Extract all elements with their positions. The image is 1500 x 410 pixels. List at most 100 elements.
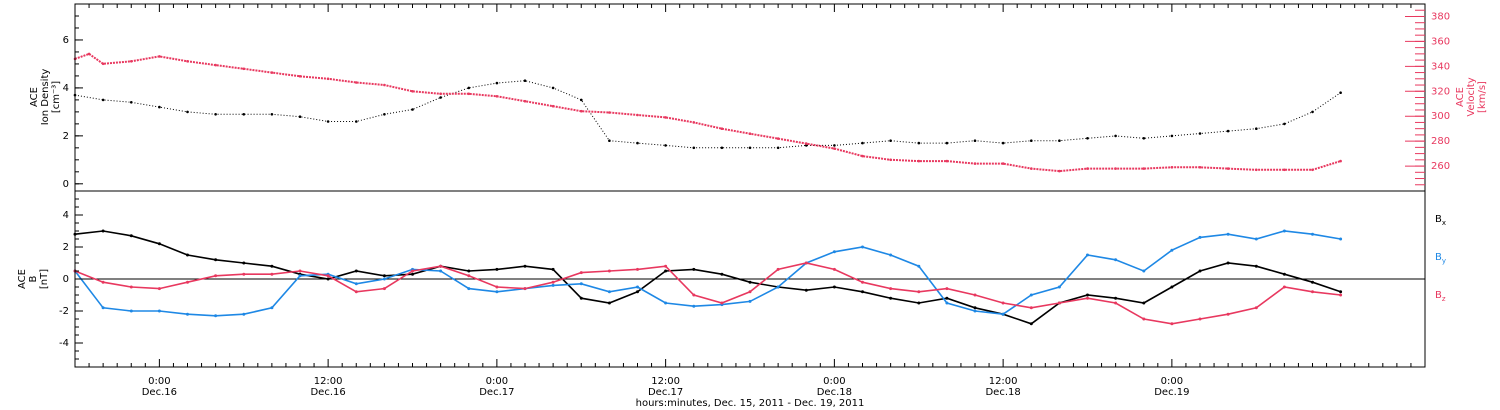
x-tick-date-label: Dec.18 [817,387,852,398]
data-point-by [664,301,668,305]
data-point-bz [298,269,302,273]
data-point-by [945,301,949,305]
data-point-ion-density [833,144,836,147]
data-point-bz [832,267,836,271]
data-point-by [1029,293,1033,297]
bottom-left-axis-label-line: ACE [17,269,28,289]
data-point-ion-density [1170,134,1174,138]
data-point-bz [214,274,218,278]
legend-label: B [1435,214,1442,225]
data-point-velocity [1198,166,1202,169]
data-point-velocity [748,132,752,135]
data-point-ion-density [1339,91,1342,94]
data-point-bz [579,271,583,275]
data-point-bz [889,287,893,291]
x-tick-date-label: Dec.18 [985,387,1020,398]
data-point-bz [1170,322,1174,326]
data-point-bx [129,234,133,238]
data-point-by [1001,312,1005,316]
data-point-bx [1226,261,1230,265]
data-point-velocity [776,137,780,140]
top-left-axis-label-line: Ion Density [40,69,51,126]
data-point-bx [382,274,386,278]
series-line-bx [74,230,1341,325]
data-point-velocity [1283,168,1286,172]
data-point-bx [242,261,246,265]
top-right-axis: 260 280 300 320 340 360 380 ACEVelocity[km/s] [1405,9,1488,186]
x-tick-time-label: 0:00 [486,376,508,387]
data-point-ion-density [411,108,414,111]
data-point-bx [467,269,471,273]
data-point-bx [945,296,949,300]
data-point-by [354,282,358,286]
data-point-ion-density [664,144,667,147]
top-left-axis: 0 2 4 6 ACEIon Density[cm⁻³] [29,15,83,190]
data-point-velocity [242,67,246,71]
data-point-bx [804,288,808,292]
data-point-bz [1282,285,1286,289]
top-right-axis-label-line: ACE [1455,87,1466,107]
data-point-by [917,264,921,268]
data-point-by [1198,235,1202,239]
data-point-by [832,250,836,254]
data-point-ion-density [158,105,161,109]
data-point-bx [326,277,330,281]
data-point-ion-density [608,139,611,142]
data-point-bz [270,272,274,276]
data-point-by [776,285,780,289]
data-point-ion-density [467,86,471,90]
data-point-bz [354,290,358,294]
data-point-bz [186,280,189,284]
y-tick-label-right: 340 [1431,61,1450,72]
data-point-bz [1114,301,1118,305]
x-tick-date-label: Dec.17 [648,387,683,398]
x-axis: 0:00Dec.1612:00Dec.160:00Dec.1712:00Dec.… [74,4,1426,398]
bottom-panel-data [73,229,1343,326]
data-point-ion-density [551,86,555,90]
x-tick-time-label: 0:00 [1161,376,1183,387]
data-point-bx [1114,296,1118,300]
data-point-velocity [214,63,217,67]
y-tick-label-left: 6 [63,35,69,46]
data-point-by [1114,258,1118,262]
data-point-bx [917,301,921,305]
data-point-velocity [1114,167,1117,170]
data-point-ion-density [1283,122,1286,126]
bottom-left-axis-label-line: [nT] [39,269,50,289]
data-point-ion-density [1198,132,1202,135]
data-point-bx [270,264,274,268]
x-tick-date-label: Dec.16 [142,387,177,398]
data-point-ion-density [130,101,133,104]
data-point-by [157,309,161,313]
y-tick-label-right: 300 [1431,111,1450,122]
data-point-bz [1339,293,1343,297]
data-point-bx [720,272,724,276]
data-point-velocity [1030,167,1033,170]
y-tick-label-bottom: 2 [63,242,69,253]
y-tick-label-right: 280 [1431,136,1450,147]
data-point-velocity [467,92,471,96]
bottom-left-axis-label: ACEB[nT] [17,269,50,289]
data-point-bx [748,280,752,284]
data-point-bx [186,253,189,257]
data-point-bx [411,272,414,276]
y-tick-label-bottom: -2 [59,306,69,317]
data-point-bz [804,261,808,265]
data-point-by [467,287,471,291]
data-point-bx [1170,285,1174,289]
legend-subscript: x [1442,219,1446,227]
data-point-velocity [411,90,414,93]
data-point-bz [1254,306,1258,310]
data-point-bx [1029,322,1033,326]
top-panel-frame [74,3,1426,192]
data-point-bz [692,293,696,297]
data-point-bx [973,306,977,310]
data-point-ion-density [383,113,386,116]
data-point-bz [1029,306,1033,310]
data-point-by [186,312,189,316]
data-point-ion-density [298,115,302,118]
data-point-bz [101,280,105,284]
data-point-velocity [861,154,864,158]
data-point-ion-density [270,113,274,116]
data-point-ion-density [214,113,217,116]
